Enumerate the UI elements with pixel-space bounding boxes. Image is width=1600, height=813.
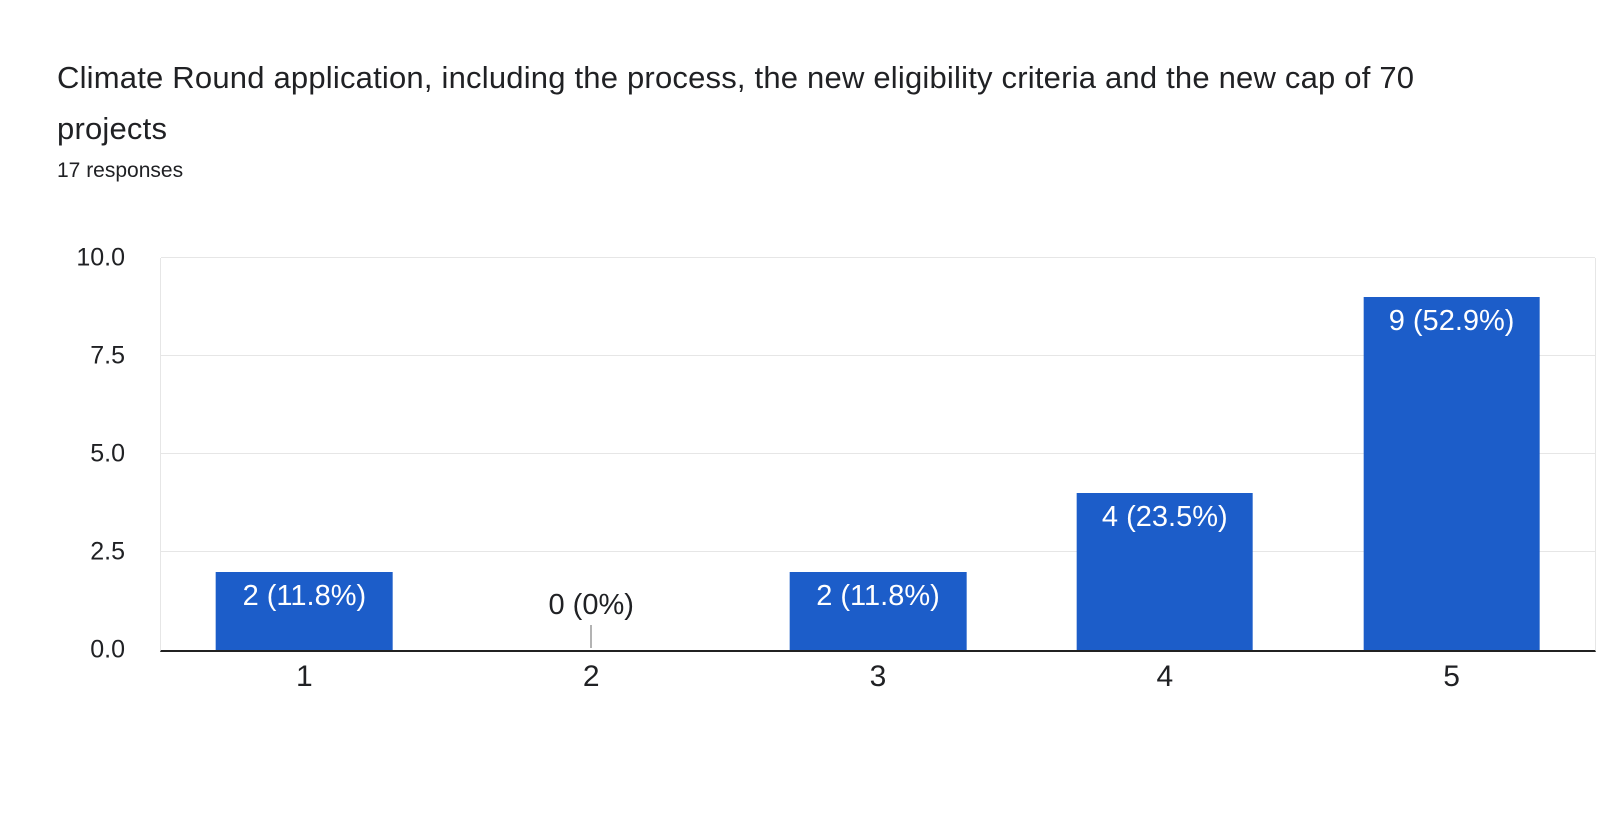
zero-leader-line bbox=[590, 625, 593, 648]
y-axis-tick-label: 0.0 bbox=[90, 635, 125, 664]
page-title: Climate Round application, including the… bbox=[57, 60, 1415, 146]
x-axis-tick-label: 1 bbox=[296, 660, 313, 693]
y-axis-tick-label: 2.5 bbox=[90, 537, 125, 566]
y-axis-tick-label: 7.5 bbox=[90, 341, 125, 370]
gridline bbox=[161, 257, 1595, 258]
bar[interactable]: 2 (11.8%) bbox=[216, 571, 393, 650]
zero-value-label: 0 (0%) bbox=[548, 589, 634, 622]
bar[interactable]: 2 (11.8%) bbox=[789, 571, 967, 650]
bar[interactable]: 4 (23.5%) bbox=[1076, 493, 1254, 650]
x-axis-tick-label: 4 bbox=[1156, 660, 1174, 693]
y-axis-tick-label: 5.0 bbox=[90, 439, 125, 468]
x-axis-tick-label: 3 bbox=[869, 660, 887, 693]
bar-value-label: 4 (23.5%) bbox=[1101, 501, 1228, 534]
y-axis-labels: 0.0 2.5 5.0 7.5 10.0 bbox=[0, 245, 125, 662]
bar-value-label: 2 (11.8%) bbox=[816, 579, 940, 612]
gridline bbox=[161, 551, 1595, 552]
gridline bbox=[161, 453, 1595, 454]
bar[interactable]: 9 (52.9%) bbox=[1363, 297, 1540, 650]
x-axis-tick-label: 2 bbox=[582, 660, 600, 693]
x-axis-tick-label: 5 bbox=[1443, 660, 1460, 693]
bar-value-label: 2 (11.8%) bbox=[242, 579, 367, 612]
plot-area: 2 (11.8%) 1 0 (0%) 2 2 (11.8%) 3 4 (23.5%) 4 9 (… bbox=[160, 257, 1596, 693]
response-count: 17 responses bbox=[57, 159, 184, 182]
linear-scale-bar-chart: 0.0 2.5 5.0 7.5 10.0 2 (11.8%) 1 0 (0%) 2 2 (11.… bbox=[0, 238, 1600, 738]
bar-value-label: 9 (52.9%) bbox=[1388, 305, 1515, 338]
gridline bbox=[161, 355, 1595, 356]
y-axis-tick-label: 10.0 bbox=[76, 243, 125, 272]
